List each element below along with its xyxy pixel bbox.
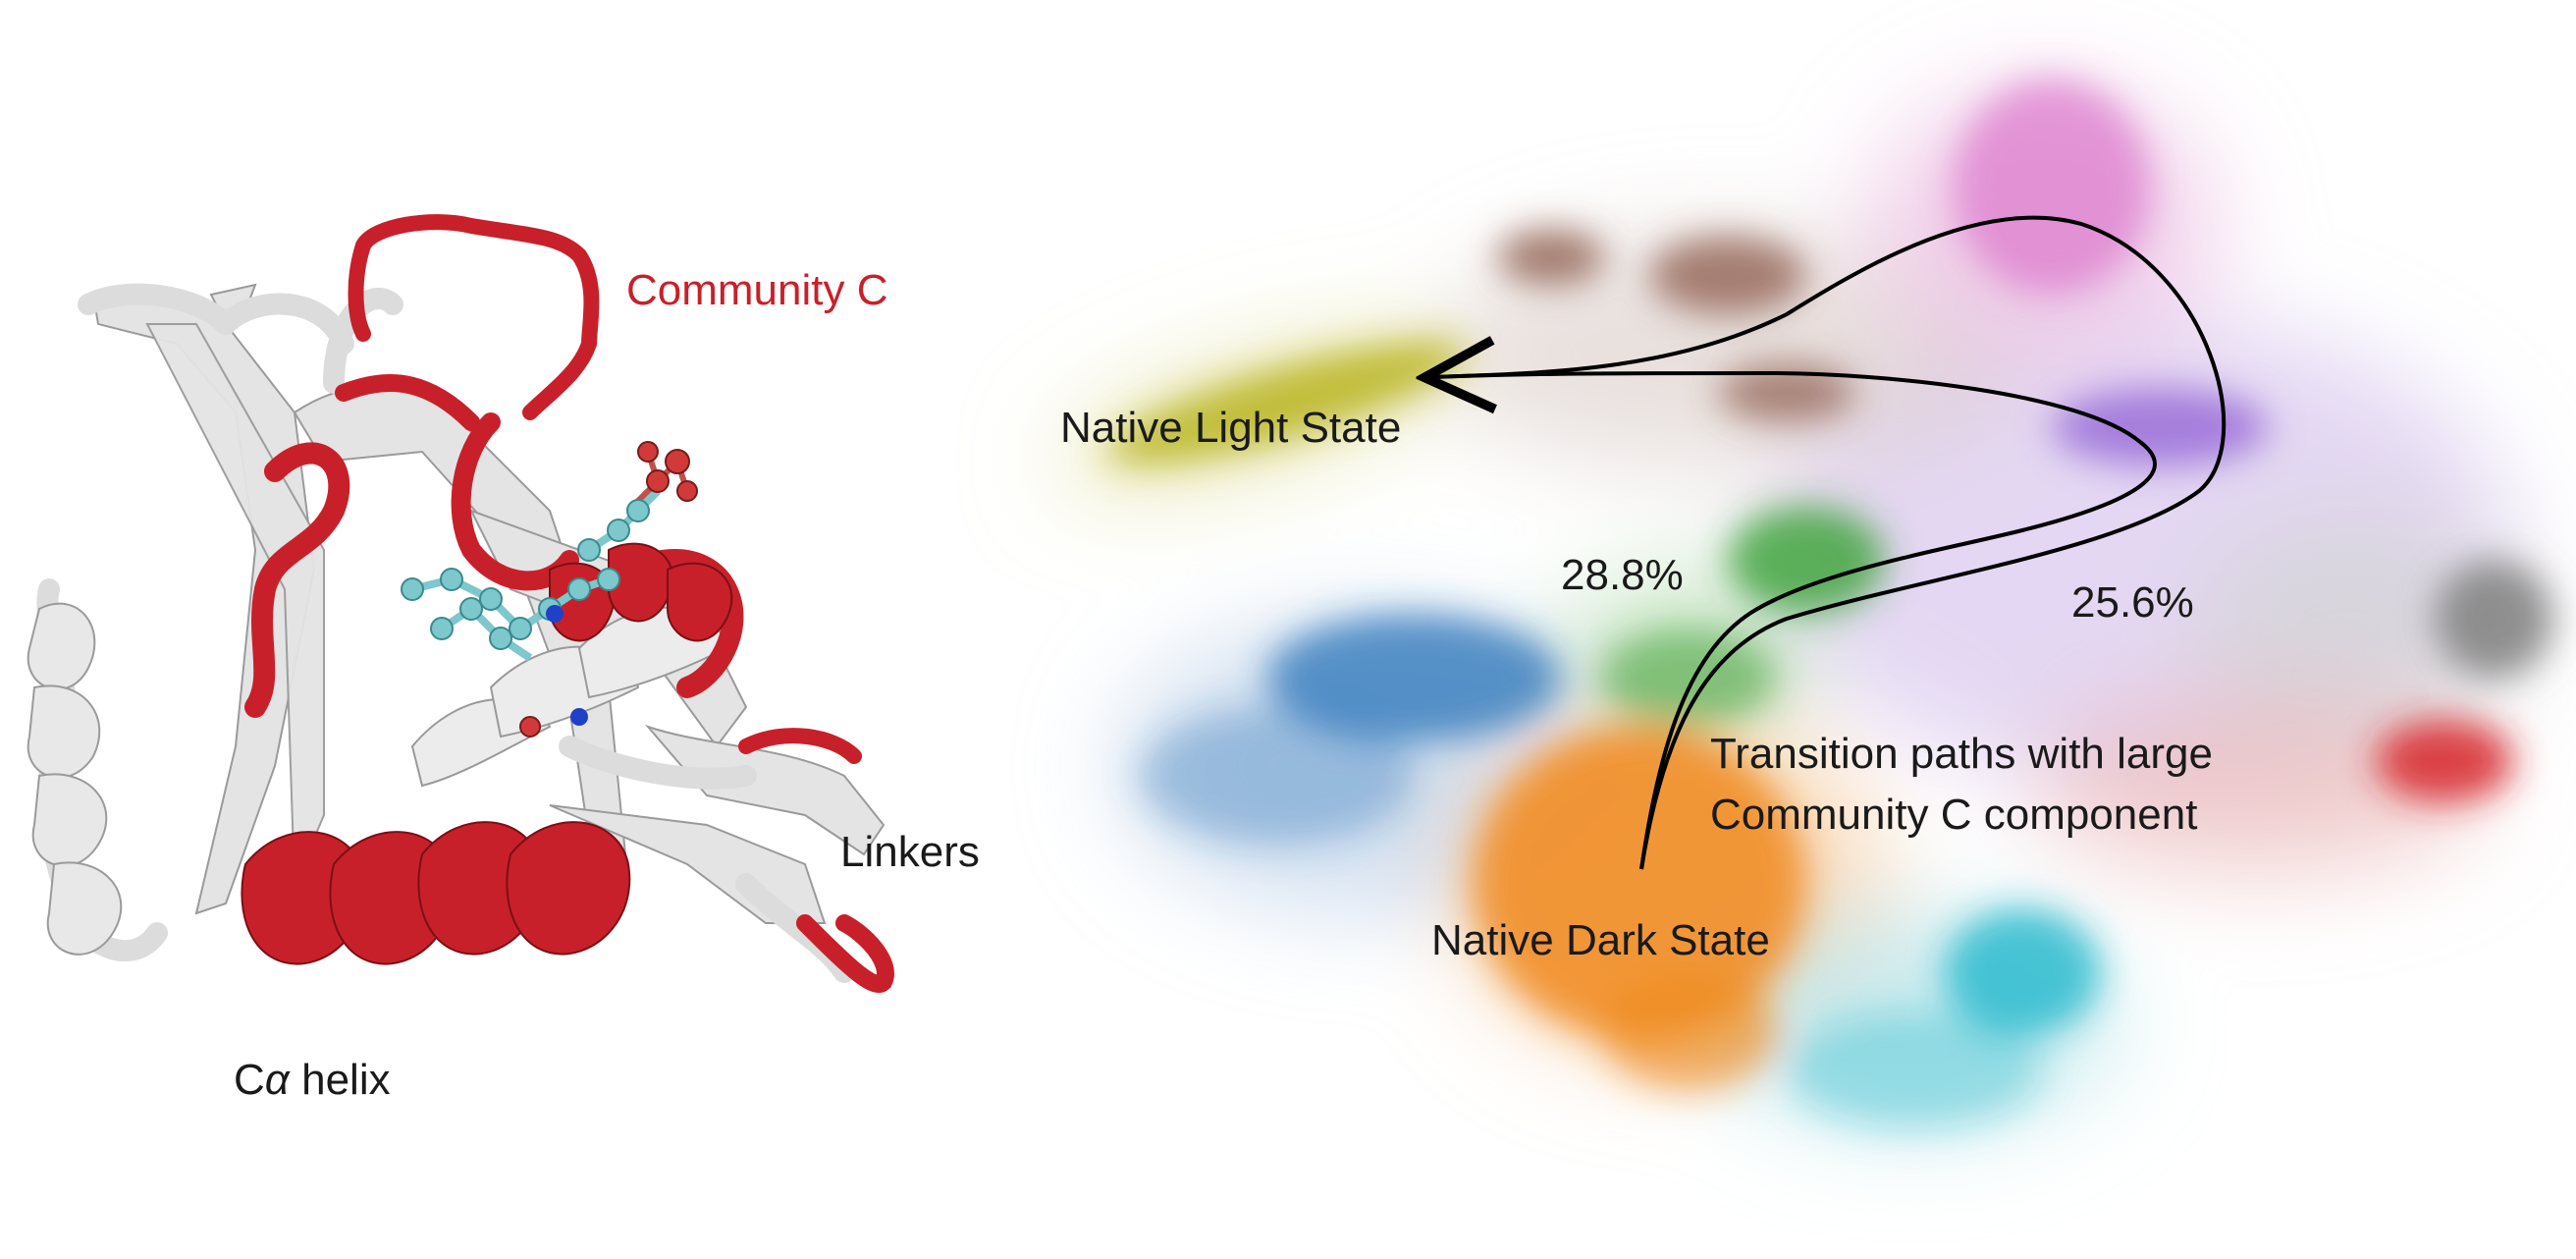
cluster-blue-tail bbox=[1139, 707, 1414, 845]
cluster-purple bbox=[2052, 388, 2268, 466]
cluster-brown-2 bbox=[1649, 236, 1806, 314]
cluster-red bbox=[2376, 720, 2513, 802]
cluster-orange bbox=[1473, 727, 1806, 1041]
c-alpha-helix-label: Cα helix bbox=[234, 1055, 391, 1107]
helix-label-greek: α bbox=[264, 1056, 290, 1104]
chromophore-ligand bbox=[401, 441, 698, 738]
cluster-blue bbox=[1266, 614, 1561, 741]
left-helix bbox=[27, 602, 123, 956]
transition-paths-label-line2: Community C component bbox=[1710, 791, 2198, 839]
cluster-cores bbox=[1106, 79, 2552, 1129]
cluster-cyan-tail bbox=[1787, 1012, 2042, 1129]
cluster-gray bbox=[2435, 560, 2552, 678]
path-left-percent: 28.8% bbox=[1561, 551, 1684, 599]
helix-label-suffix: helix bbox=[289, 1056, 391, 1104]
projection-scatter bbox=[1057, 79, 2552, 1129]
transition-paths-label-line1: Transition paths with large bbox=[1710, 730, 2213, 778]
cluster-brown-1 bbox=[1497, 230, 1605, 285]
native-dark-state-label: Native Dark State bbox=[1431, 916, 1770, 964]
cluster-orange-tail bbox=[1600, 972, 1777, 1090]
protein-structure bbox=[27, 214, 894, 993]
cluster-brown-3 bbox=[1718, 363, 1855, 422]
helix-label-prefix: C bbox=[234, 1056, 265, 1104]
path-right-percent: 25.6% bbox=[2071, 578, 2194, 627]
native-light-state-label: Native Light State bbox=[1060, 404, 1402, 452]
transition-path-left bbox=[1433, 373, 2157, 870]
cluster-pink bbox=[1954, 79, 2150, 295]
cluster-green bbox=[1728, 506, 1885, 614]
central-helix bbox=[410, 606, 728, 788]
linkers-label: Linkers bbox=[840, 828, 980, 876]
transition-path-right bbox=[1432, 215, 2227, 870]
cluster-cyan bbox=[1944, 908, 2101, 1036]
transition-paths bbox=[1432, 215, 2227, 870]
community-c-label: Community C bbox=[626, 266, 888, 314]
cluster-olive bbox=[1106, 341, 1466, 465]
red-helix bbox=[241, 821, 631, 965]
